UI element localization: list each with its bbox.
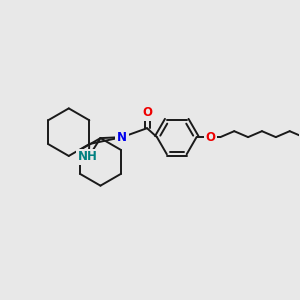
Text: O: O <box>206 130 215 144</box>
Text: NH: NH <box>78 150 98 164</box>
Text: N: N <box>117 130 127 144</box>
Text: O: O <box>142 106 152 119</box>
